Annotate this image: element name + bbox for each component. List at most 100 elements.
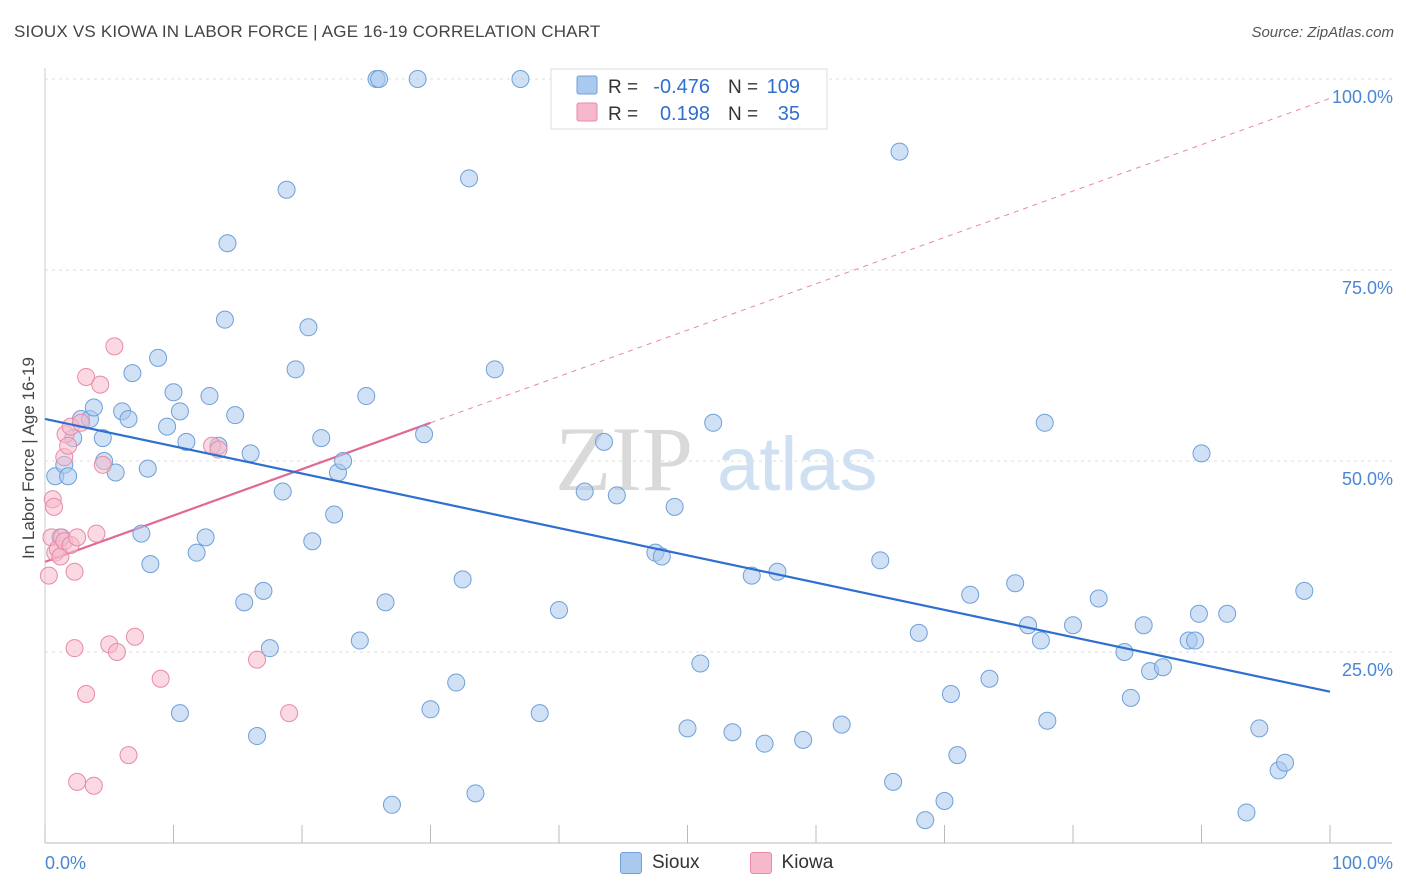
kiowa-point bbox=[84, 776, 103, 795]
x-tick-label: 0.0% bbox=[45, 853, 86, 873]
sioux-point bbox=[511, 70, 530, 88]
sioux-point bbox=[768, 562, 787, 581]
sioux-point bbox=[357, 387, 376, 406]
sioux-point bbox=[170, 402, 189, 421]
legend-item-sioux: Sioux bbox=[620, 852, 700, 874]
source-credit: Source: ZipAtlas.com bbox=[1251, 24, 1394, 41]
sioux-point bbox=[370, 70, 389, 88]
sioux-point bbox=[196, 528, 215, 547]
sioux-point bbox=[226, 406, 245, 425]
sioux-point bbox=[177, 432, 196, 451]
sioux-point bbox=[909, 623, 928, 642]
sioux-point bbox=[742, 566, 761, 585]
sioux-point bbox=[948, 746, 967, 765]
sioux-point bbox=[382, 795, 401, 814]
kiowa-point bbox=[77, 685, 96, 704]
legend-kiowa-label: Kiowa bbox=[781, 852, 834, 873]
sioux-point bbox=[277, 180, 296, 199]
sioux-point bbox=[1192, 444, 1211, 463]
kiowa-point bbox=[107, 643, 126, 661]
kiowa-point bbox=[87, 524, 106, 543]
sioux-point bbox=[884, 772, 903, 791]
kiowa-n-value: 35 bbox=[778, 103, 800, 125]
sioux-point bbox=[704, 413, 723, 432]
sioux-point bbox=[691, 654, 710, 673]
sioux-point bbox=[273, 482, 292, 501]
sioux-point bbox=[665, 497, 684, 516]
sioux-point bbox=[961, 585, 980, 604]
axes bbox=[44, 68, 1392, 844]
sioux-point bbox=[755, 734, 774, 753]
y-axis-label: In Labor Force | Age 16-19 bbox=[19, 357, 38, 559]
sioux-point bbox=[350, 631, 369, 650]
sioux-point bbox=[1218, 604, 1237, 623]
sioux-point bbox=[215, 310, 234, 329]
sioux-swatch bbox=[576, 75, 598, 95]
y-tick-label: 25.0% bbox=[1342, 660, 1393, 680]
kiowa-trend bbox=[44, 97, 1331, 563]
stats-legend: R = -0.476 N = 109 R = 0.198 N = 35 bbox=[550, 68, 828, 130]
sioux-point bbox=[1089, 589, 1108, 608]
sioux-point bbox=[1031, 631, 1050, 650]
chart-title: SIOUX VS KIOWA IN LABOR FORCE | AGE 16-1… bbox=[14, 22, 601, 41]
sioux-point bbox=[123, 364, 142, 383]
sioux-point bbox=[594, 432, 613, 451]
sioux-point bbox=[119, 409, 138, 428]
sioux-point bbox=[138, 459, 157, 478]
sioux-point bbox=[871, 551, 890, 570]
sioux-point bbox=[530, 704, 549, 723]
kiowa-trend-extension bbox=[430, 97, 1331, 424]
kiowa-point bbox=[39, 566, 58, 585]
sioux-point bbox=[299, 318, 318, 337]
sioux-trend-line bbox=[44, 417, 1331, 693]
sioux-point bbox=[575, 482, 594, 501]
sioux-point bbox=[447, 673, 466, 692]
sioux-point bbox=[890, 142, 909, 161]
sioux-point bbox=[1295, 581, 1314, 600]
sioux-point bbox=[1134, 616, 1153, 635]
sioux-point bbox=[607, 486, 626, 505]
sioux-point bbox=[248, 727, 267, 746]
legend-sioux-label: Sioux bbox=[652, 852, 700, 873]
sioux-point bbox=[376, 593, 395, 612]
legend-kiowa-swatch bbox=[749, 852, 772, 874]
gridlines bbox=[45, 78, 1392, 653]
sioux-point bbox=[652, 547, 671, 566]
kiowa-point bbox=[93, 455, 112, 474]
sioux-point bbox=[1035, 413, 1054, 432]
sioux-n-label: N = bbox=[728, 77, 758, 98]
sioux-point bbox=[723, 723, 742, 742]
sioux-point bbox=[1237, 803, 1256, 822]
sioux-point bbox=[550, 600, 568, 619]
sioux-point bbox=[325, 505, 344, 524]
tick-labels: 25.0% 50.0% 75.0% 100.0% 0.0% 100.0% bbox=[45, 87, 1393, 873]
sioux-point bbox=[832, 715, 851, 734]
bottom-legend: Sioux Kiowa bbox=[620, 852, 873, 874]
kiowa-trend-line bbox=[44, 421, 431, 563]
sioux-point bbox=[1189, 604, 1208, 623]
sioux-point bbox=[241, 444, 260, 463]
sioux-point bbox=[678, 719, 697, 738]
data-points bbox=[39, 70, 1314, 830]
sioux-point bbox=[158, 417, 177, 436]
kiowa-r-label: R = bbox=[608, 104, 638, 125]
sioux-point bbox=[164, 383, 183, 402]
sioux-point bbox=[1038, 711, 1057, 730]
sioux-point bbox=[935, 791, 954, 810]
sioux-point bbox=[235, 593, 254, 612]
sioux-point bbox=[408, 70, 427, 88]
sioux-point bbox=[916, 811, 935, 830]
sioux-point bbox=[466, 784, 485, 803]
sioux-point bbox=[485, 360, 504, 379]
sioux-r-value: -0.476 bbox=[653, 76, 710, 98]
kiowa-r-value: 0.198 bbox=[660, 103, 710, 125]
sioux-point bbox=[1276, 753, 1295, 772]
sioux-point bbox=[303, 532, 322, 551]
sioux-point bbox=[312, 429, 331, 448]
sioux-point bbox=[415, 425, 434, 444]
kiowa-point bbox=[44, 497, 63, 516]
sioux-point bbox=[132, 524, 151, 543]
sioux-point bbox=[980, 669, 999, 688]
sioux-trend bbox=[44, 417, 1331, 693]
